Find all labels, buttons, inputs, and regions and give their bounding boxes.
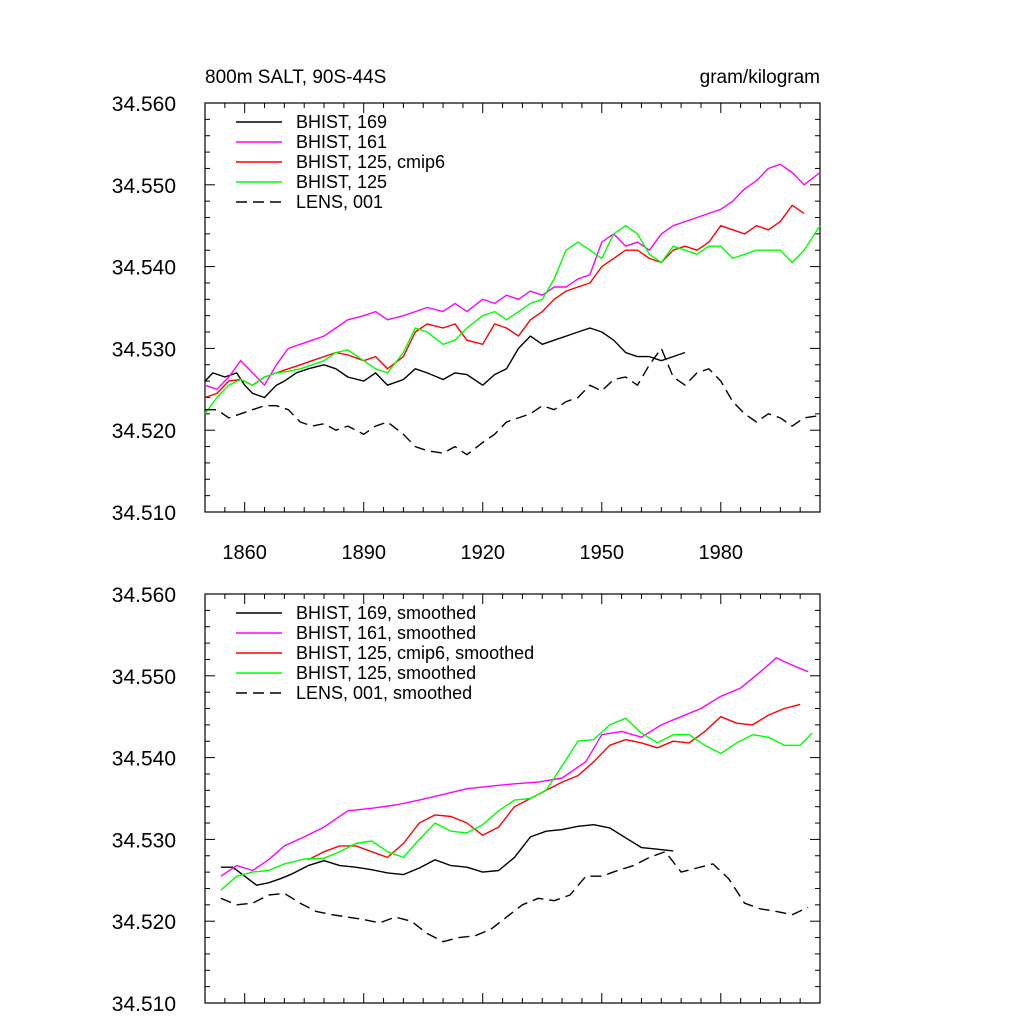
series-line-5 xyxy=(220,851,809,943)
y-tick-label: 34.510 xyxy=(112,502,176,525)
legend-label: LENS, 001 xyxy=(296,192,383,212)
y-tick-label: 34.530 xyxy=(112,829,176,852)
x-tick-label: 1920 xyxy=(460,542,505,564)
y-tick-label: 34.560 xyxy=(112,93,176,116)
legend-label: LENS, 001, smoothed xyxy=(296,683,472,703)
y-tick-label: 34.550 xyxy=(112,666,176,689)
x-tick-label: 1980 xyxy=(699,542,744,564)
plot-frame xyxy=(204,102,821,513)
chart-panel-1: 34.510 34.520 34.530 34.540 34.550 34.560 1860… xyxy=(112,93,821,564)
legend-label: BHIST, 125, cmip6 xyxy=(296,152,445,172)
x-tick-label: 1860 xyxy=(222,542,267,564)
chart-panel-2: 34.510 34.520 34.530 34.540 34.550 34.560 BHIS… xyxy=(112,584,821,1016)
series-line-1 xyxy=(220,824,674,886)
y-tick-label: 34.550 xyxy=(112,175,176,198)
plot-frame xyxy=(204,593,821,1004)
y-tick-label: 34.560 xyxy=(112,584,176,607)
y-tick-label: 34.520 xyxy=(112,911,176,934)
y-tick-label: 34.530 xyxy=(112,338,176,361)
legend-label: BHIST, 125, smoothed xyxy=(296,663,476,683)
legend-label: BHIST, 161, smoothed xyxy=(296,623,476,643)
y-tick-label: 34.540 xyxy=(112,257,176,280)
series-line-5 xyxy=(205,347,821,456)
chart-title-right: gram/kilogram xyxy=(700,67,820,88)
legend-label: BHIST, 161 xyxy=(296,132,387,152)
chart-title-left: 800m SALT, 90S-44S xyxy=(205,67,386,88)
series-line-3 xyxy=(204,204,805,399)
series-line-1 xyxy=(204,327,686,399)
legend-label: BHIST, 169, smoothed xyxy=(296,603,476,623)
legend-label: BHIST, 169 xyxy=(296,112,387,132)
series-line-3 xyxy=(307,703,801,861)
y-tick-label: 34.520 xyxy=(112,420,176,443)
y-tick-label: 34.540 xyxy=(112,748,176,771)
x-tick-label: 1890 xyxy=(341,542,386,564)
series-line-4 xyxy=(220,717,813,891)
series-line-2 xyxy=(204,163,821,390)
legend-label: BHIST, 125 xyxy=(296,172,387,192)
y-tick-label: 34.510 xyxy=(112,993,176,1016)
series-line-4 xyxy=(204,224,821,415)
series-line-2 xyxy=(220,657,809,877)
legend-label: BHIST, 125, cmip6, smoothed xyxy=(296,643,534,663)
x-tick-label: 1950 xyxy=(580,542,625,564)
